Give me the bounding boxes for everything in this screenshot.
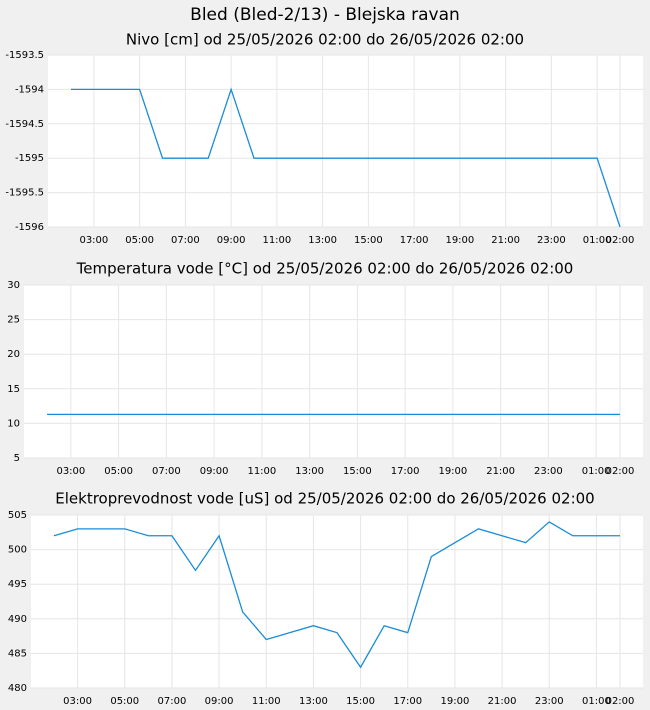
x-tick-label: 09:00 bbox=[217, 235, 246, 246]
x-tick-label: 02:00 bbox=[606, 235, 635, 246]
y-tick-label: -1594 bbox=[15, 84, 44, 95]
y-tick-label: 500 bbox=[8, 545, 27, 556]
y-tick-label: 490 bbox=[8, 614, 27, 625]
x-tick-label: 19:00 bbox=[438, 466, 467, 477]
x-tick-label: 15:00 bbox=[343, 466, 372, 477]
y-tick-label: -1596 bbox=[15, 222, 44, 233]
x-tick-label: 13:00 bbox=[308, 235, 337, 246]
x-tick-label: 02:00 bbox=[606, 696, 635, 707]
x-tick-label: 23:00 bbox=[535, 696, 564, 707]
x-tick-label: 19:00 bbox=[441, 696, 470, 707]
x-tick-label: 17:00 bbox=[393, 696, 422, 707]
plot-area bbox=[31, 515, 643, 688]
x-tick-label: 09:00 bbox=[205, 696, 234, 707]
x-tick-label: 03:00 bbox=[63, 696, 92, 707]
x-tick-label: 15:00 bbox=[354, 235, 383, 246]
x-tick-label: 15:00 bbox=[346, 696, 375, 707]
x-tick-label: 11:00 bbox=[247, 466, 276, 477]
y-tick-label: 20 bbox=[7, 349, 20, 360]
x-tick-label: 05:00 bbox=[110, 696, 139, 707]
x-tick-label: 01:00 bbox=[582, 466, 611, 477]
x-tick-label: 21:00 bbox=[491, 235, 520, 246]
chart-title: Nivo [cm] od 25/05/2026 02:00 do 26/05/2… bbox=[126, 31, 524, 49]
y-tick-label: -1595 bbox=[15, 153, 44, 164]
y-tick-label: 485 bbox=[8, 648, 27, 659]
x-tick-label: 19:00 bbox=[445, 235, 474, 246]
chart-title: Temperatura vode [°C] od 25/05/2026 02:0… bbox=[76, 260, 574, 278]
x-tick-label: 13:00 bbox=[295, 466, 324, 477]
y-tick-label: 480 bbox=[8, 683, 27, 694]
x-tick-label: 13:00 bbox=[299, 696, 328, 707]
x-tick-label: 03:00 bbox=[56, 466, 85, 477]
x-tick-label: 01:00 bbox=[582, 696, 611, 707]
x-tick-label: 03:00 bbox=[79, 235, 108, 246]
x-tick-label: 02:00 bbox=[606, 466, 635, 477]
x-tick-label: 05:00 bbox=[104, 466, 133, 477]
y-tick-label: -1595.5 bbox=[5, 188, 44, 199]
x-tick-label: 21:00 bbox=[486, 466, 515, 477]
y-tick-label: 25 bbox=[7, 315, 20, 326]
chart-title: Elektroprevodnost vode [uS] od 25/05/202… bbox=[55, 490, 594, 508]
x-tick-label: 05:00 bbox=[125, 235, 154, 246]
y-tick-label: -1594.5 bbox=[5, 119, 44, 130]
plot-area bbox=[24, 285, 643, 458]
x-tick-label: 11:00 bbox=[252, 696, 281, 707]
page-title: Bled (Bled-2/13) - Blejska ravan bbox=[190, 5, 460, 25]
x-tick-label: 01:00 bbox=[583, 235, 612, 246]
x-tick-label: 17:00 bbox=[391, 466, 420, 477]
y-tick-label: -1593.5 bbox=[5, 50, 44, 61]
x-tick-label: 09:00 bbox=[200, 466, 229, 477]
y-tick-label: 10 bbox=[7, 418, 20, 429]
y-tick-label: 30 bbox=[7, 280, 20, 291]
y-tick-label: 495 bbox=[8, 579, 27, 590]
x-tick-label: 07:00 bbox=[152, 466, 181, 477]
y-tick-label: 505 bbox=[8, 510, 27, 521]
data-line bbox=[71, 87, 621, 228]
x-tick-label: 07:00 bbox=[158, 696, 187, 707]
x-tick-label: 21:00 bbox=[488, 696, 517, 707]
x-tick-label: 07:00 bbox=[171, 235, 200, 246]
x-tick-label: 23:00 bbox=[534, 466, 563, 477]
data-line bbox=[53, 521, 620, 669]
x-tick-label: 11:00 bbox=[262, 235, 291, 246]
y-tick-label: 15 bbox=[7, 384, 20, 395]
plot-area bbox=[48, 55, 643, 227]
y-tick-label: 5 bbox=[14, 453, 20, 464]
x-tick-label: 17:00 bbox=[400, 235, 429, 246]
x-tick-label: 23:00 bbox=[537, 235, 566, 246]
